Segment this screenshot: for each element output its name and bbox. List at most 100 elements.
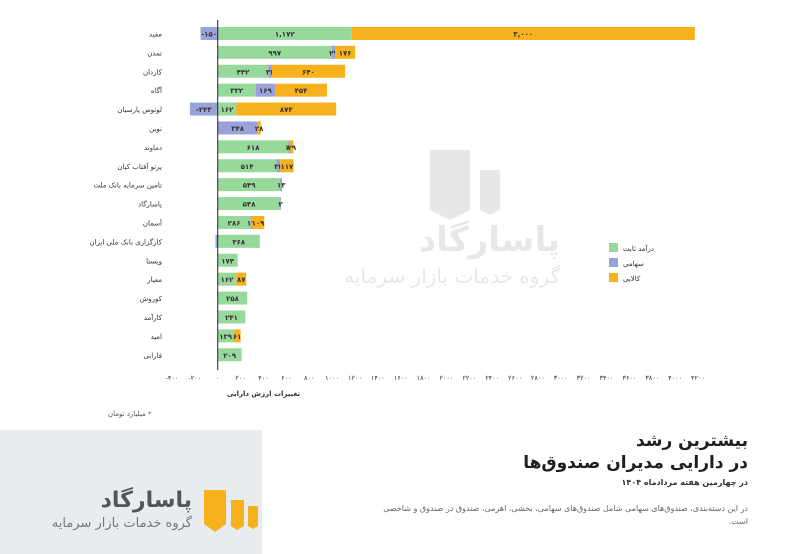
watermark-subtitle: گروه خدمات بازار سرمایه: [344, 264, 560, 288]
data-label: ۵۱۴: [241, 163, 255, 171]
data-label: ۲۸۶: [228, 219, 241, 227]
data-label: ۳۶۸: [232, 238, 246, 246]
data-label: ۶۱: [233, 333, 242, 341]
bar-segment: [280, 178, 283, 192]
data-label: ۲۴۱: [225, 314, 238, 322]
legend-swatch: [609, 273, 618, 282]
category-label: معیار: [146, 276, 162, 284]
bar-segment: [200, 26, 218, 40]
bar-segment: [217, 178, 281, 192]
x-tick-label: ۴۰۰: [258, 374, 268, 382]
category-label: تامین سرمایه بانک ملت: [94, 182, 163, 190]
bar-segment: [217, 83, 256, 97]
legend-label: کالایی: [623, 275, 641, 283]
bar-segment: [351, 26, 695, 40]
category-label: مفید: [149, 30, 162, 38]
data-label: -۱۵۰: [201, 30, 217, 38]
x-tick-label: ۱۶۰۰: [394, 374, 408, 382]
data-label: ۸۷: [237, 276, 246, 284]
legend-swatch: [609, 243, 618, 252]
x-tick-label: ۲۲۰۰: [462, 374, 476, 382]
bar-segment: [217, 329, 234, 343]
x-tick-label: -۲۰۰: [188, 374, 201, 382]
category-label: امید: [151, 333, 163, 341]
x-tick-label: ۳۸۰۰: [645, 374, 659, 382]
data-label: ۱۰۹: [252, 219, 266, 227]
data-label: ۱۲: [247, 219, 256, 227]
data-label: ۴۴۲: [237, 68, 251, 76]
bar-segment: [331, 45, 336, 59]
bar-segment: [257, 121, 261, 135]
headline-line1: بیشترین رشد: [635, 431, 748, 451]
x-tick-label: ۴۰۰۰: [668, 374, 682, 382]
bar-segment: [288, 140, 291, 154]
legend-swatch: [609, 258, 618, 267]
x-axis-label: تغییرات ارزش دارایی: [227, 390, 301, 398]
data-label: ۲۰۹: [223, 352, 237, 360]
bar-segment: [217, 121, 258, 135]
data-label: ۲۹: [329, 49, 338, 57]
brand-name: پاسارگاد: [100, 488, 192, 513]
category-label: کارگزاری بانک ملی ایران: [89, 237, 162, 246]
data-label: ۵۴۹: [243, 182, 257, 190]
date-line: در چهارمین هفته مردادماه ۱۴۰۴: [621, 478, 748, 487]
data-label: ۲: [278, 201, 283, 209]
headline-line2: در دارایی مدیران صندوق‌ها: [523, 453, 748, 473]
bar-segment: [233, 329, 241, 343]
data-label: ۵۴۸: [243, 201, 257, 209]
category-label: پاسارگاد: [138, 200, 162, 209]
data-label: ۱۵: [285, 144, 294, 152]
x-tick-label: ۱۰۰۰: [325, 374, 339, 382]
data-label: -۲۴۳: [196, 106, 212, 114]
bar-segment: [290, 140, 294, 154]
bar-segment: [335, 45, 356, 59]
data-label: ۱۶۲: [221, 106, 235, 114]
watermark-logo-icon: [430, 150, 500, 220]
category-label: کوروش: [140, 295, 163, 303]
chart-card: مفید ۱,۱۷۲ -۱۵۰ ۳,۰۰۰ تمدن ۹۹۷ ۲۹ ۱۷۶ کاردان ۴۴۲ ۳…: [0, 0, 800, 430]
data-label: ۱۷۴: [221, 257, 235, 265]
headline: بیشترین رشد در دارایی مدیران صندوق‌ها: [523, 430, 748, 474]
x-tick-label: ۳۰۰۰: [554, 374, 568, 382]
bar-segment: [280, 159, 294, 173]
x-tick-label: ۲۴۰۰: [485, 374, 499, 382]
watermark-name: پاسارگاد: [418, 220, 560, 260]
data-label: ۳۲: [274, 163, 283, 171]
data-label: ۱۶۹: [259, 87, 273, 95]
data-label: ۱,۱۷۲: [275, 30, 295, 38]
data-label: ۱۳۹: [219, 333, 233, 341]
x-tick-label: ۳۲۰۰: [577, 374, 591, 382]
unit-note: * میلیارد تومان: [108, 410, 152, 418]
info-card: بیشترین رشد در دارایی مدیران صندوق‌ها در…: [262, 406, 800, 554]
bar-segment: [217, 26, 352, 40]
x-tick-label: ۲۶۰۰: [508, 374, 522, 382]
category-label: دماوند: [144, 144, 162, 152]
bar-segment: [217, 310, 246, 324]
bar-segment: [217, 348, 242, 362]
x-tick-label: ۶۰۰: [281, 374, 291, 382]
data-label: ۹۹۷: [268, 49, 282, 57]
data-label: ۶۴۰: [302, 68, 315, 76]
bar-segment: [268, 64, 272, 78]
legend-label: سهامی: [623, 260, 644, 268]
data-label: ۱۶۲: [221, 276, 235, 284]
x-tick-label: ۰: [216, 374, 220, 382]
bar-segment: [215, 234, 218, 248]
brand-logo-icon: [204, 490, 258, 532]
data-label: ۳۲: [266, 68, 275, 76]
bar-segment: [236, 272, 247, 286]
x-tick-label: ۱۸۰۰: [417, 374, 431, 382]
data-label: ۲۹: [288, 144, 297, 152]
bar-segment: [217, 45, 332, 59]
bar-segment: [251, 215, 265, 229]
bar-segment: [217, 291, 248, 305]
data-label: ۶۱۸: [247, 144, 261, 152]
category-label: پرتو آفتاب کیان: [117, 162, 162, 171]
category-label: کاردان: [143, 68, 163, 76]
data-label: ۳۴۸: [231, 125, 245, 133]
bar-segment: [217, 272, 237, 286]
footnote: در این دسته‌بندی، صندوق‌های سهامی شامل ص…: [383, 504, 748, 526]
x-tick-label: ۸۰۰: [304, 374, 314, 382]
data-label: ۲۵۸: [226, 295, 240, 303]
x-tick-label: ۲۰۰۰: [439, 374, 453, 382]
